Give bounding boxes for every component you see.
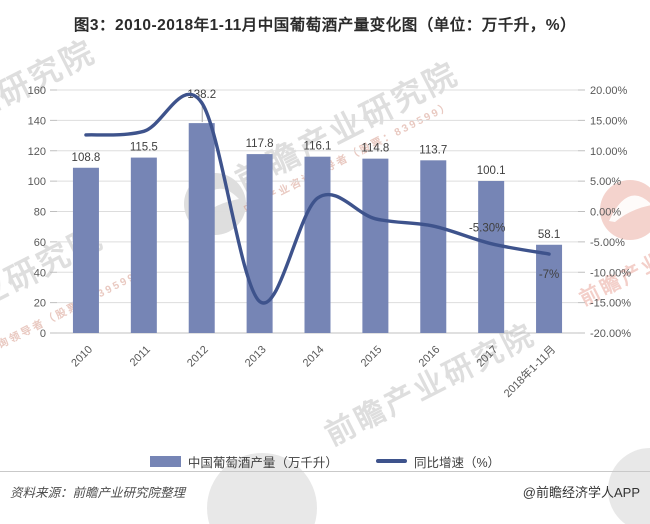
legend-label: 中国葡萄酒产量（万千升） (187, 455, 338, 470)
bar-value-label: 116.1 (304, 141, 332, 153)
legend-item-production: 中国葡萄酒产量（万千升） (149, 452, 338, 471)
right-axis-tick-label: 15.00% (590, 115, 628, 127)
growth-line-label: -5.30% (469, 223, 505, 235)
x-axis-label: 2017 (474, 344, 500, 370)
right-axis-tick-label: -5.00% (590, 237, 625, 249)
left-axis-tick-label: 40 (34, 267, 46, 279)
legend: 中国葡萄酒产量（万千升） 同比增速（%） (0, 450, 650, 472)
bar-swatch (149, 455, 181, 467)
bar-value-label: 100.1 (477, 165, 506, 177)
production-bar (304, 156, 331, 333)
growth-line-label: -7% (539, 269, 559, 281)
legend-item-growth: 同比增速（%） (375, 452, 501, 471)
x-axis-label: 2012 (185, 344, 211, 370)
right-axis-tick-label: 5.00% (590, 176, 621, 188)
left-axis-tick-label: 80 (34, 207, 46, 219)
production-bar (246, 154, 273, 333)
watermark-logo-circle (207, 453, 317, 524)
production-bar (188, 123, 215, 333)
left-axis-tick-label: 60 (34, 237, 46, 249)
bar-value-label: 115.5 (130, 142, 158, 154)
left-axis-tick-label: 140 (28, 115, 46, 127)
watermark-logo-circle (608, 448, 650, 524)
bar-value-label: 117.8 (246, 138, 274, 150)
right-axis-tick-label: 0.00% (590, 207, 621, 219)
x-axis-label: 2016 (417, 344, 443, 370)
right-axis-tick-label: 10.00% (590, 146, 628, 158)
x-axis-label: 2018年1-11月 (500, 342, 558, 400)
bar-value-label: 114.8 (361, 143, 389, 155)
right-axis-tick-label: -10.00% (590, 267, 631, 279)
production-bar (362, 158, 389, 333)
x-axis-label: 2014 (301, 344, 327, 370)
right-axis-tick-label: -15.00% (590, 298, 631, 310)
line-swatch (375, 459, 407, 463)
production-bar (478, 180, 505, 333)
footer: 资料来源：前瞻产业研究院整理 @前瞻经济学人APP (0, 471, 650, 524)
watermark-logo-bird (609, 195, 650, 222)
source-note: 资料来源：前瞻产业研究院整理 (10, 485, 186, 500)
left-axis-tick-label: 160 (28, 85, 46, 97)
left-axis-tick-label: 120 (28, 146, 46, 158)
x-axis-label: 2011 (128, 344, 153, 369)
x-axis-label: 2015 (359, 344, 385, 370)
credit-note: @前瞻经济学人APP (522, 484, 640, 500)
production-bar (72, 167, 99, 333)
chart-canvas: 0 20 40 60 80 100 120 140 160 -20.00% -15.00% -10.0… (28, 85, 632, 400)
left-axis-tick-label: 0 (40, 328, 46, 340)
left-axis-tick-label: 100 (28, 176, 46, 188)
production-bar (420, 160, 447, 333)
right-axis-tick-label: 20.00% (590, 85, 628, 97)
bar-value-label: 108.8 (72, 152, 101, 164)
production-bar (130, 157, 157, 333)
right-axis-tick-label: -20.00% (590, 328, 631, 340)
legend-label: 同比增速（%） (413, 455, 501, 470)
bar-value-label: 138.2 (187, 89, 216, 101)
left-axis-tick-label: 20 (34, 298, 46, 310)
bar-value-label: 113.7 (419, 144, 447, 156)
production-bar (536, 244, 563, 333)
x-axis-label: 2013 (243, 344, 269, 370)
x-axis-label: 2010 (69, 344, 95, 370)
bar-value-label: 58.1 (538, 229, 560, 241)
chart-title: 图3：2010-2018年1-11月中国葡萄酒产量变化图（单位：万千升，%） (73, 17, 577, 34)
growth-line (84, 92, 551, 305)
